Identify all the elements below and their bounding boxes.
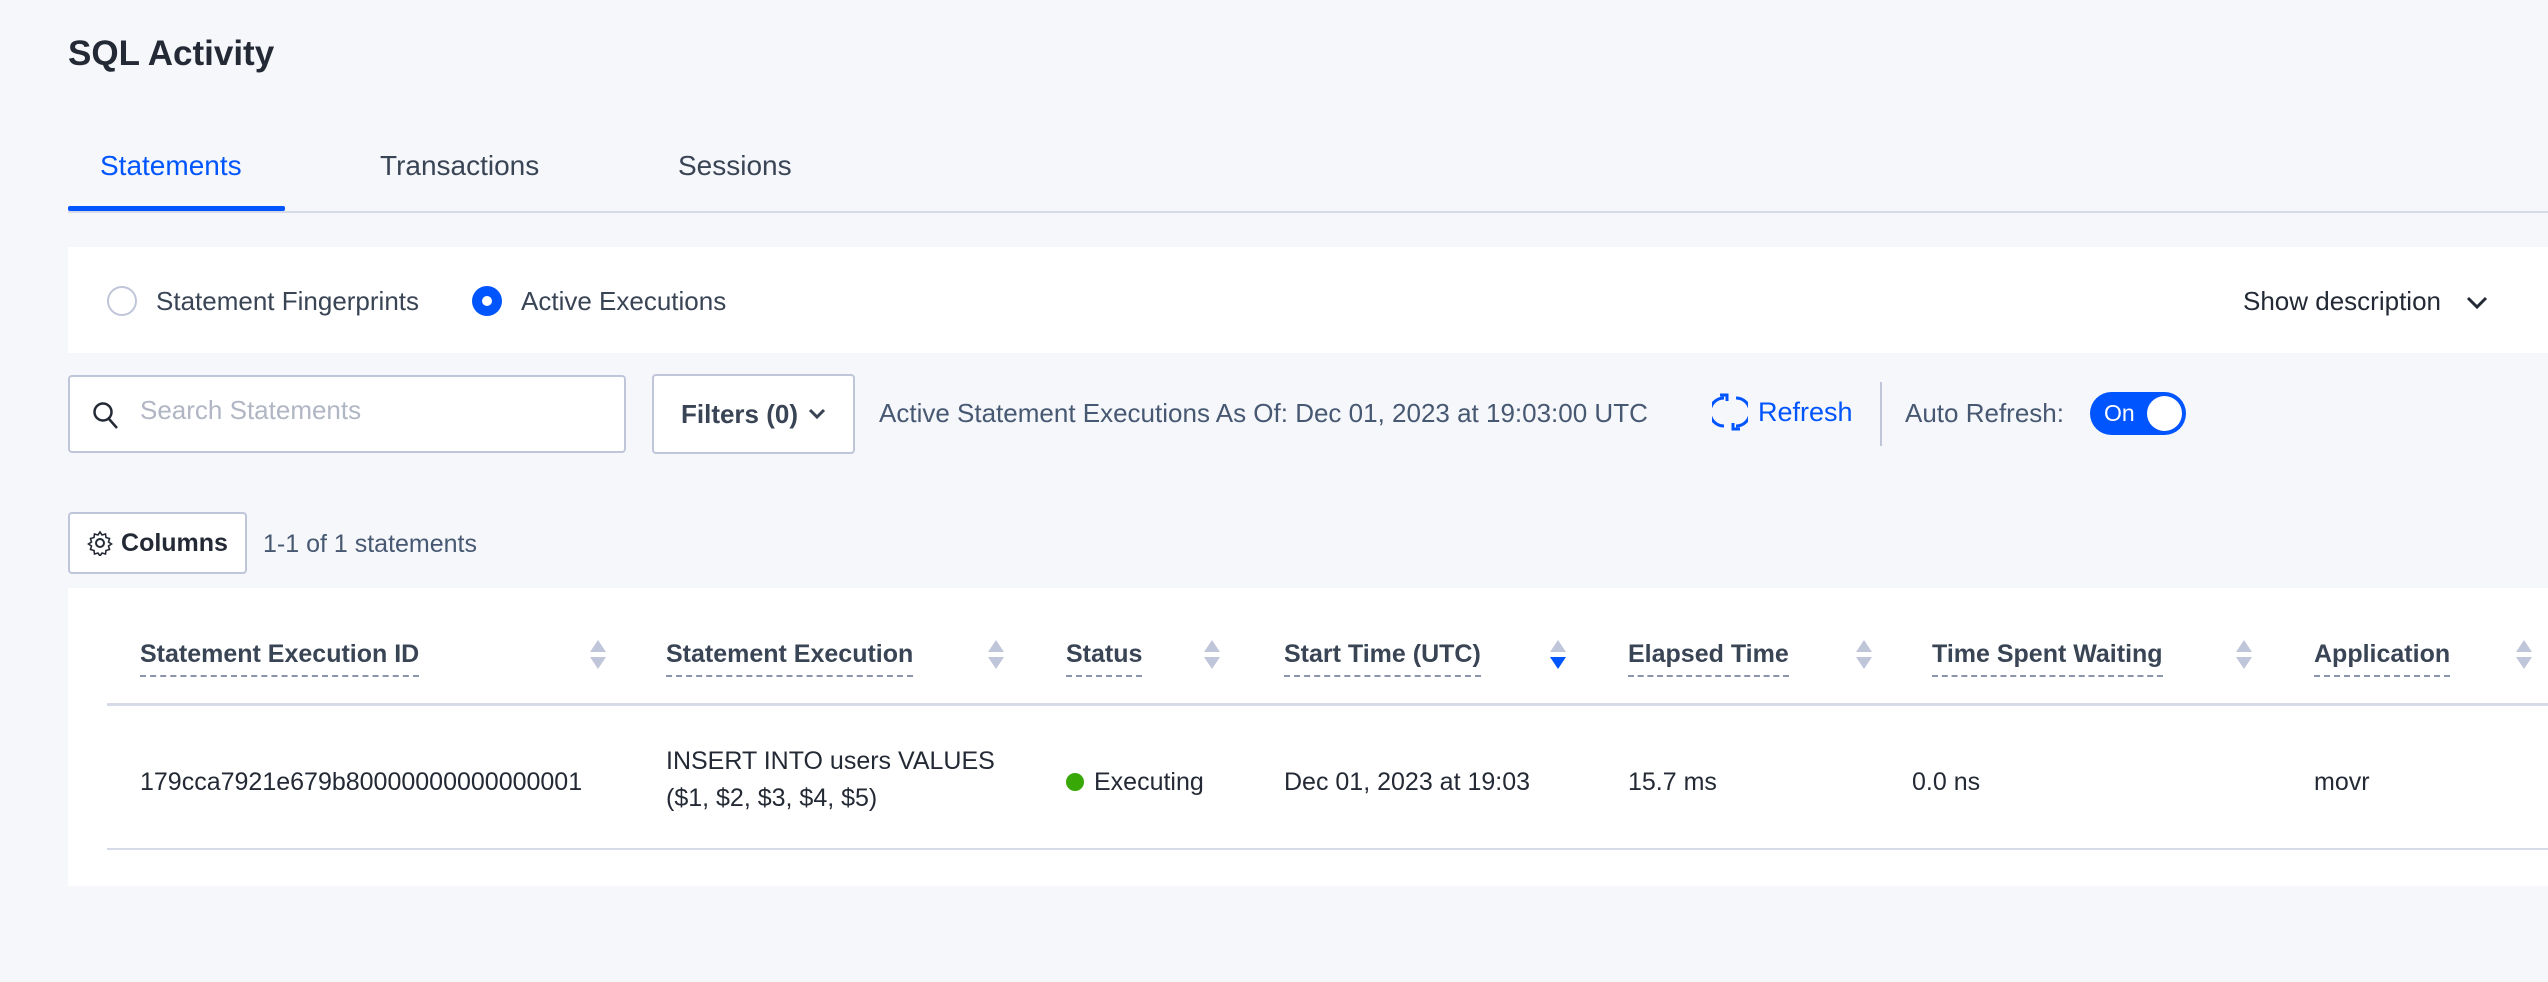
- cell-status: Executing: [1066, 764, 1204, 801]
- cell-application: movr: [2314, 768, 2370, 796]
- header-divider: [107, 703, 2548, 706]
- header-application[interactable]: Application: [2314, 640, 2451, 677]
- chevron-down-icon: [808, 408, 826, 420]
- gear-icon: [87, 530, 113, 556]
- sort-icon[interactable]: [1204, 640, 1220, 669]
- status-text: Executing: [1094, 768, 1204, 796]
- tab-statements[interactable]: Statements: [100, 150, 242, 181]
- auto-refresh-toggle[interactable]: On: [2090, 392, 2186, 435]
- toolbar-divider: [1880, 382, 1882, 446]
- search-box[interactable]: [68, 375, 626, 453]
- refresh-button[interactable]: Refresh: [1712, 392, 1853, 432]
- sort-icon[interactable]: [1856, 640, 1872, 669]
- refresh-label: Refresh: [1758, 396, 1853, 427]
- search-input[interactable]: [140, 395, 600, 426]
- radio-label-statement-fingerprints[interactable]: Statement Fingerprints: [156, 286, 420, 316]
- header-time-spent-waiting[interactable]: Time Spent Waiting: [1932, 640, 2163, 677]
- view-options-panel: [68, 247, 2548, 353]
- statement-line: ($1, $2, $3, $4, $5): [666, 784, 878, 812]
- filters-label: Filters (0): [680, 398, 799, 429]
- tab-sessions[interactable]: Sessions: [678, 150, 792, 181]
- sort-descending-icon[interactable]: [1550, 640, 1566, 669]
- sort-icon[interactable]: [2236, 640, 2252, 669]
- header-start-time[interactable]: Start Time (UTC): [1284, 640, 1481, 677]
- sort-icon[interactable]: [988, 640, 1004, 669]
- row-divider: [107, 848, 2548, 850]
- cell-execution-id[interactable]: 179cca7921e679b80000000000000001: [140, 768, 583, 796]
- refresh-icon: [1712, 393, 1748, 431]
- header-status[interactable]: Status: [1066, 640, 1143, 677]
- chevron-down-icon: [2467, 296, 2488, 310]
- statement-line: INSERT INTO users VALUES: [666, 747, 995, 775]
- header-statement-execution[interactable]: Statement Execution: [666, 640, 914, 677]
- statements-table: [68, 588, 2548, 886]
- auto-refresh-label: Auto Refresh:: [1905, 398, 2064, 428]
- auto-refresh-state: On: [2104, 400, 2135, 426]
- columns-button[interactable]: Columns: [68, 512, 247, 574]
- columns-label: Columns: [121, 528, 228, 557]
- cell-elapsed-time: 15.7 ms: [1628, 768, 1717, 796]
- sort-icon[interactable]: [2516, 640, 2532, 669]
- cell-statement-execution[interactable]: INSERT INTO users VALUES ($1, $2, $3, $4,…: [666, 743, 995, 817]
- header-elapsed-time[interactable]: Elapsed Time: [1628, 640, 1789, 677]
- show-description-label: Show description: [2243, 286, 2441, 316]
- toggle-knob: [2147, 396, 2182, 431]
- radio-statement-fingerprints[interactable]: [107, 286, 137, 316]
- tab-transactions[interactable]: Transactions: [380, 150, 540, 181]
- radio-label-active-executions[interactable]: Active Executions: [521, 286, 727, 316]
- filters-button[interactable]: Filters (0): [652, 374, 855, 454]
- sort-icon[interactable]: [590, 640, 606, 669]
- show-description-toggle[interactable]: Show description: [2243, 286, 2488, 317]
- header-statement-execution-id[interactable]: Statement Execution ID: [140, 640, 420, 677]
- active-tab-indicator: [68, 206, 285, 211]
- cell-start-time: Dec 01, 2023 at 19:03: [1284, 768, 1531, 796]
- cell-time-spent-waiting: 0.0 ns: [1912, 768, 1981, 796]
- tabs-divider: [68, 211, 2548, 213]
- page-title: SQL Activity: [68, 34, 275, 73]
- radio-active-executions[interactable]: [472, 286, 502, 316]
- as-of-timestamp: Active Statement Executions As Of: Dec 0…: [879, 398, 1648, 428]
- search-icon: [93, 402, 118, 429]
- status-dot-icon: [1066, 773, 1084, 791]
- result-count: 1-1 of 1 statements: [263, 530, 478, 558]
